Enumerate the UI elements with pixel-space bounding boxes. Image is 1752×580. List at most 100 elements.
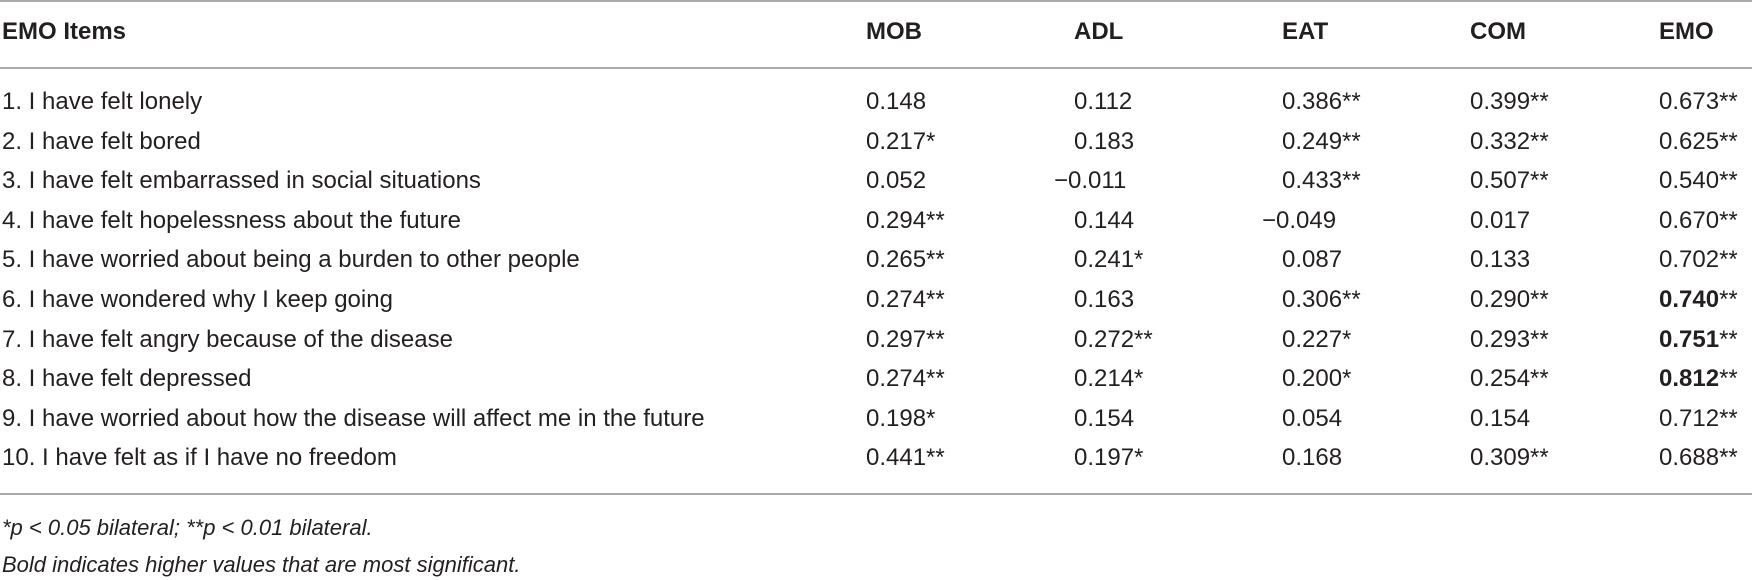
- emo-value: 0.625: [1659, 127, 1720, 155]
- emo-significance: **: [1719, 127, 1738, 155]
- item-text: 9. I have worried about how the disease …: [2, 404, 705, 432]
- eat-value: 0.306**: [1282, 286, 1361, 313]
- adl-value: 0.154: [1074, 404, 1135, 432]
- emo-value: 0.740: [1659, 286, 1720, 313]
- table-row: 1. I have felt lonely 0.148 0.112 0.386** 0.…: [0, 84, 1752, 120]
- mob-value: 0.198*: [866, 404, 936, 432]
- significance-footnote: *p < 0.05 bilateral; **p < 0.01 bilatera…: [2, 515, 373, 540]
- item-text: 4. I have felt hopelessness about the fu…: [2, 206, 461, 234]
- table-row: 7. I have felt angry because of the dise…: [0, 322, 1752, 358]
- eat-value: 0.054: [1282, 404, 1343, 432]
- mob-value: 0.265**: [866, 246, 945, 274]
- com-value: 0.399**: [1470, 88, 1549, 115]
- emo-value: 0.702: [1659, 246, 1720, 274]
- eat-value: 0.386**: [1282, 88, 1361, 115]
- mob-value: 0.274**: [866, 365, 945, 393]
- emo-significance: **: [1719, 88, 1738, 115]
- emo-value-cell: 0.670**: [1659, 203, 1738, 239]
- adl-value: −0.011: [1054, 167, 1127, 195]
- item-text: 10. I have felt as if I have no freedom: [2, 444, 397, 472]
- mob-value: 0.274**: [866, 286, 945, 313]
- emo-value: 0.673: [1659, 88, 1720, 115]
- item-text: 5. I have worried about being a burden t…: [2, 246, 580, 274]
- header-divider-rule: [0, 67, 1752, 69]
- table-row: 10. I have felt as if I have no freedom 0…: [0, 440, 1752, 476]
- emo-value: 0.670: [1659, 206, 1720, 234]
- column-header-eat: EAT: [1282, 18, 1329, 45]
- com-value: 0.507**: [1470, 167, 1549, 195]
- emo-value: 0.688: [1659, 444, 1720, 472]
- com-value: 0.254**: [1470, 365, 1549, 393]
- emo-value-cell: 0.688**: [1659, 440, 1738, 476]
- table-header-row: EMO Items MOB ADL EAT COM EMO: [0, 14, 1752, 50]
- column-header-com: COM: [1470, 18, 1526, 45]
- com-value: 0.017: [1470, 206, 1531, 234]
- emo-value: 0.540: [1659, 167, 1720, 195]
- adl-value: 0.144: [1074, 206, 1135, 234]
- com-value: 0.154: [1470, 404, 1531, 432]
- eat-value: 0.227*: [1282, 325, 1352, 353]
- column-header-emo: EMO: [1659, 18, 1714, 45]
- eat-value: 0.200*: [1282, 365, 1352, 393]
- com-value: 0.309**: [1470, 444, 1549, 472]
- eat-value: −0.049: [1262, 206, 1337, 234]
- mob-value: 0.052: [866, 167, 927, 195]
- emo-value-cell: 0.540**: [1659, 163, 1738, 199]
- eat-value: 0.433**: [1282, 167, 1361, 195]
- bold-footnote: Bold indicates higher values that are mo…: [2, 552, 521, 577]
- emo-value-cell: 0.812**: [1659, 361, 1738, 397]
- item-text: 2. I have felt bored: [2, 127, 201, 155]
- emo-significance: **: [1719, 325, 1738, 353]
- item-text: 6. I have wondered why I keep going: [2, 286, 393, 313]
- mob-value: 0.148: [866, 88, 927, 115]
- emo-significance: **: [1719, 365, 1738, 393]
- column-header-adl: ADL: [1074, 18, 1124, 45]
- mob-value: 0.217*: [866, 127, 936, 155]
- adl-value: 0.163: [1074, 286, 1135, 313]
- emo-value-cell: 0.673**: [1659, 84, 1738, 120]
- table-bottom-rule: [0, 493, 1752, 495]
- table-row: 9. I have worried about how the disease …: [0, 401, 1752, 437]
- emo-significance: **: [1719, 444, 1738, 472]
- adl-value: 0.197*: [1074, 444, 1144, 472]
- com-value: 0.133: [1470, 246, 1531, 274]
- adl-value: 0.241*: [1074, 246, 1144, 274]
- emo-significance: **: [1719, 404, 1738, 432]
- table-row: 3. I have felt embarrassed in social sit…: [0, 163, 1752, 199]
- emo-value-cell: 0.702**: [1659, 242, 1738, 278]
- item-text: 8. I have felt depressed: [2, 365, 252, 393]
- emo-value: 0.812: [1659, 365, 1720, 393]
- mob-value: 0.297**: [866, 325, 945, 353]
- table-row: 2. I have felt bored 0.217* 0.183 0.249** 0.…: [0, 124, 1752, 160]
- mob-value: 0.441**: [866, 444, 945, 472]
- com-value: 0.290**: [1470, 286, 1549, 313]
- item-text: 1. I have felt lonely: [2, 88, 203, 115]
- table-row: 4. I have felt hopelessness about the fu…: [0, 203, 1752, 239]
- adl-value: 0.183: [1074, 127, 1135, 155]
- adl-value: 0.214*: [1074, 365, 1144, 393]
- item-text: 3. I have felt embarrassed in social sit…: [2, 167, 481, 195]
- table-row: 5. I have worried about being a burden t…: [0, 242, 1752, 278]
- emo-value-cell: 0.712**: [1659, 401, 1738, 437]
- emo-value: 0.751: [1659, 325, 1720, 353]
- emo-value-cell: 0.740**: [1659, 282, 1738, 318]
- emo-significance: **: [1719, 246, 1738, 274]
- com-value: 0.293**: [1470, 325, 1549, 353]
- com-value: 0.332**: [1470, 127, 1549, 155]
- eat-value: 0.168: [1282, 444, 1343, 472]
- eat-value: 0.249**: [1282, 127, 1361, 155]
- emo-value-cell: 0.751**: [1659, 322, 1738, 358]
- mob-value: 0.294**: [866, 206, 945, 234]
- column-header-items: EMO Items: [2, 18, 127, 45]
- adl-value: 0.272**: [1074, 325, 1153, 353]
- emo-value: 0.712: [1659, 404, 1720, 432]
- adl-value: 0.112: [1074, 88, 1133, 115]
- column-header-mob: MOB: [866, 18, 922, 45]
- table-top-rule: [0, 0, 1752, 2]
- emo-significance: **: [1719, 206, 1738, 234]
- item-text: 7. I have felt angry because of the dise…: [2, 325, 453, 353]
- emo-value-cell: 0.625**: [1659, 124, 1738, 160]
- eat-value: 0.087: [1282, 246, 1343, 274]
- table-row: 8. I have felt depressed 0.274** 0.214* 0.2…: [0, 361, 1752, 397]
